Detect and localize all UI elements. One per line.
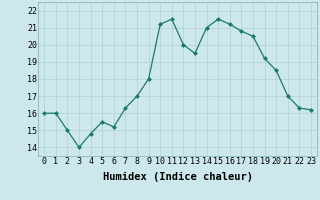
X-axis label: Humidex (Indice chaleur): Humidex (Indice chaleur) [103,172,252,182]
